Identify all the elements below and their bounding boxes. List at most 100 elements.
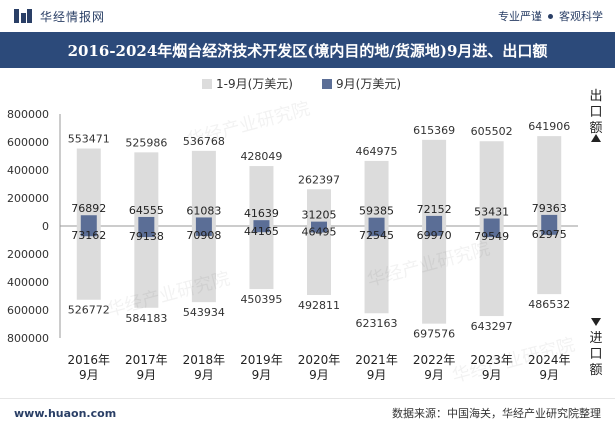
bar-monthly-export [368,217,385,226]
x-tick-label: 2024年 [528,353,571,367]
side-label-import-char: 口 [589,347,602,362]
bar-monthly-import [253,226,270,233]
side-label-export-char: 额 [589,121,602,136]
data-label-monthly-export: 61083 [186,204,221,217]
bar-cumulative-import [479,226,504,317]
data-label-monthly-export: 59385 [359,205,394,218]
bar-cumulative-export [479,141,504,226]
data-label-monthly-export: 53431 [474,206,509,219]
data-label-cumulative-import: 643297 [471,320,513,333]
footer-source: 数据来源：中国海关，华经产业研究院整理 [392,407,601,420]
data-label-monthly-export: 41639 [244,207,279,220]
data-label-monthly-import: 79138 [129,230,164,243]
x-tick-label: 2020年 [298,353,341,367]
y-tick-label: 400000 [7,276,49,289]
side-label-import-char: 进 [589,331,602,346]
tag-label: 客观科学 [559,10,603,23]
bar-monthly-import [426,226,443,236]
bar-cumulative-export [76,148,101,226]
bar-cumulative-export [249,166,274,226]
side-label-export-char: 出 [589,89,602,104]
x-tick-label: 2017年 [125,353,168,367]
y-tick-label: 800000 [7,108,49,121]
data-label-monthly-import: 73162 [71,229,106,242]
y-tick-label: 0 [42,220,49,233]
data-label-monthly-export: 76892 [71,202,106,215]
side-label-export-char: 口 [589,105,602,120]
data-label-cumulative-import: 697576 [413,328,455,341]
x-tick-label: 2019年 [240,353,283,367]
export-up-arrow-icon [591,134,601,142]
data-label-cumulative-export: 605502 [471,125,513,138]
data-label-cumulative-import: 492811 [298,299,340,312]
tag-label: 专业严谨 [498,10,542,23]
bar-cumulative-export [134,152,159,226]
watermark-text: 华经产业研究院 [185,98,312,151]
export-import-bar-chart: 800000 600000 400000 200000 0 200000 400000 600… [7,77,603,387]
x-tick-label: 9月 [79,368,99,382]
import-down-arrow-icon [591,318,601,326]
bar-monthly-import [138,226,155,238]
tag-separator-dot [548,13,553,19]
bar-monthly-import [541,226,558,235]
bar-cumulative-export [537,136,562,226]
brand-name: 华经情报网 [40,9,106,24]
brand: 华经情报网 [14,8,105,25]
y-tick-label: 200000 [7,192,49,205]
data-label-cumulative-import: 526772 [68,304,110,317]
data-label-monthly-export: 79363 [532,202,567,215]
bar-monthly-import [80,226,97,237]
bar-cumulative-import [249,226,274,290]
bar-monthly-import [483,226,500,238]
legend-label-monthly: 9月(万美元) [336,77,401,91]
data-label-monthly-import: 46495 [302,226,337,239]
bar-cumulative-import [537,226,562,295]
data-label-monthly-import: 72545 [359,229,394,242]
top-bar: 华经情报网 专业严谨 客观科学 [0,0,615,32]
data-label-cumulative-export: 641906 [528,120,570,133]
data-label-monthly-export: 31205 [302,209,337,222]
bar-cumulative-import [422,226,447,324]
chart-title: 2016-2024年烟台经济技术开发区(境内目的地/货源地)9月进、出口额 [67,41,548,60]
bar-monthly-export [483,218,500,226]
bar-monthly-export [541,214,558,226]
bar-cumulative-export [364,160,389,226]
data-label-cumulative-export: 615369 [413,124,455,137]
legend-swatch-cumulative [202,79,212,89]
data-label-cumulative-import: 543934 [183,306,225,319]
x-tick-label: 9月 [194,368,214,382]
data-label-cumulative-export: 428049 [240,150,282,163]
bar-cumulative-import [191,226,216,303]
x-tick-label: 2021年 [355,353,398,367]
legend-swatch-monthly [322,79,332,89]
title-bar: 2016-2024年烟台经济技术开发区(境内目的地/货源地)9月进、出口额 [0,32,615,68]
x-tick-label: 2016年 [68,353,111,367]
bar-monthly-export [138,216,155,226]
data-label-cumulative-import: 486532 [528,298,570,311]
brand-logo-icon [14,9,32,23]
bar-monthly-export [195,217,212,226]
y-tick-label: 400000 [7,164,49,177]
data-label-cumulative-export: 536768 [183,135,225,148]
x-tick-label: 9月 [482,368,502,382]
x-tick-label: 9月 [252,368,272,382]
data-label-cumulative-import: 584183 [125,312,167,325]
y-tick-label: 200000 [7,248,49,261]
side-label-import-char: 额 [589,363,602,378]
data-label-monthly-export: 64555 [129,204,164,217]
y-tick-label: 600000 [7,304,49,317]
y-tick-label: 600000 [7,136,49,149]
x-tick-label: 9月 [539,368,559,382]
data-label-monthly-import: 62975 [532,228,567,241]
x-tick-label: 9月 [309,368,329,382]
x-tick-label: 9月 [424,368,444,382]
data-label-monthly-import: 69970 [417,229,452,242]
bar-cumulative-export [191,150,216,226]
bar-monthly-import [195,226,212,236]
bar-monthly-import [311,226,327,233]
bar-monthly-export [253,220,270,226]
bar-monthly-export [80,215,97,226]
data-label-monthly-import: 79549 [474,230,509,243]
bar-cumulative-export [307,189,331,226]
footer-website[interactable]: www.huaon.com [14,406,117,420]
